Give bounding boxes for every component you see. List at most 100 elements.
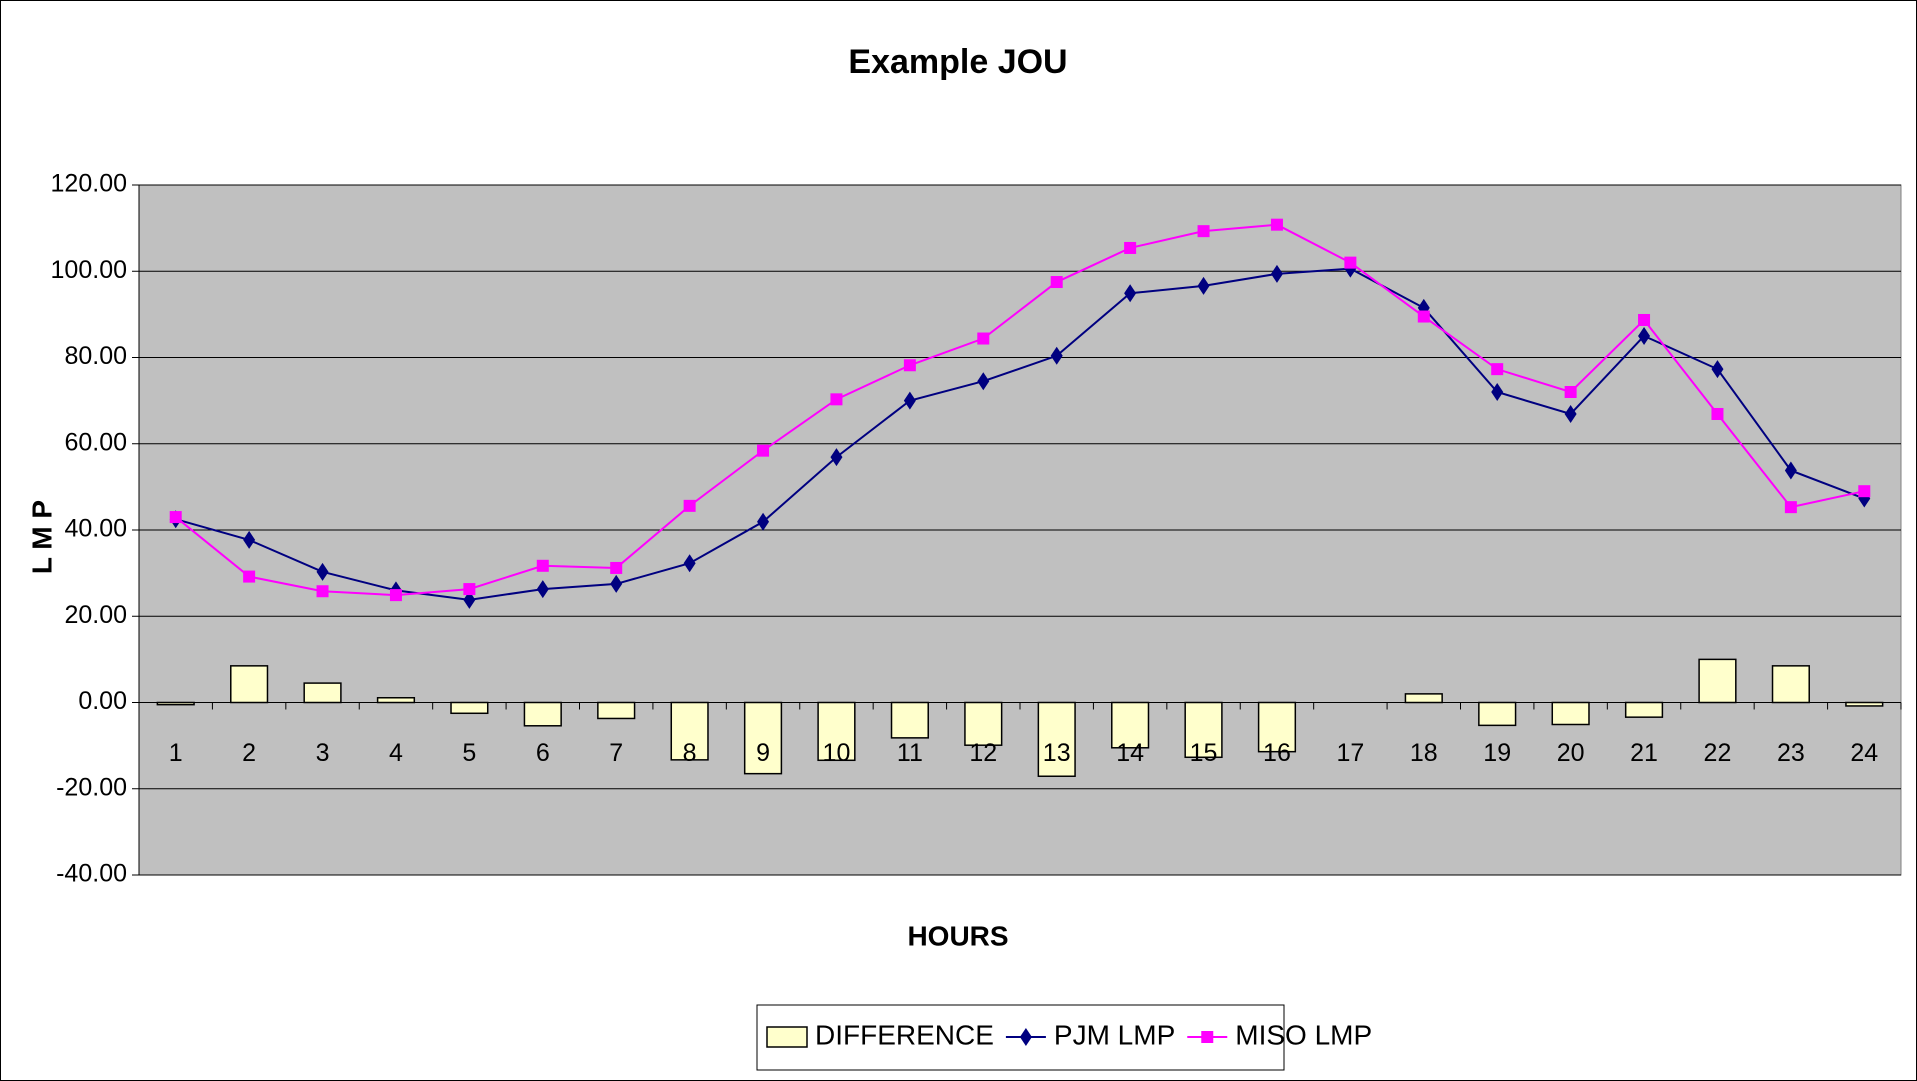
x-tick-label: 5 — [462, 739, 476, 767]
bar — [523, 701, 562, 727]
y-tick-label: 100.00 — [51, 256, 127, 284]
x-tick-label: 16 — [1263, 739, 1291, 767]
line-marker — [1638, 326, 1651, 345]
y-tick-label: -40.00 — [56, 860, 127, 888]
legend-label: PJM LMP — [1054, 1019, 1175, 1050]
line-marker — [903, 391, 916, 410]
bar — [1257, 701, 1297, 753]
x-tick-label: 6 — [536, 739, 550, 767]
line-marker — [243, 530, 256, 549]
line-marker — [1197, 225, 1210, 238]
x-tick-label: 4 — [389, 739, 403, 767]
bar — [303, 682, 342, 704]
x-tick-label: 9 — [756, 739, 770, 767]
line-marker — [757, 444, 770, 457]
bar — [1845, 701, 1884, 707]
y-tick-label: 120.00 — [51, 170, 127, 198]
line-marker — [977, 332, 990, 345]
bar — [743, 701, 783, 775]
legend-label: MISO LMP — [1235, 1019, 1372, 1050]
line-marker — [1270, 264, 1283, 283]
series-line — [175, 223, 1865, 597]
line-marker — [1344, 256, 1357, 269]
bar — [817, 701, 856, 762]
line-marker — [1858, 485, 1871, 498]
x-tick-label: 24 — [1850, 739, 1878, 767]
bar — [1624, 701, 1664, 718]
bar — [597, 701, 636, 720]
bar — [1404, 693, 1443, 704]
x-tick-label: 10 — [823, 739, 851, 767]
line-marker — [1124, 241, 1137, 254]
line-marker — [683, 499, 696, 512]
y-tick-label: 60.00 — [64, 428, 127, 456]
x-tick-label: 19 — [1483, 739, 1511, 767]
line-marker — [1050, 346, 1063, 365]
bar — [1111, 701, 1150, 749]
x-tick-label: 18 — [1410, 739, 1438, 767]
line-marker — [463, 583, 476, 596]
line-marker — [389, 589, 402, 602]
line-marker — [1417, 310, 1430, 323]
bar — [1698, 658, 1737, 704]
bar — [1478, 701, 1517, 727]
line-marker — [1784, 501, 1797, 514]
line-marker — [1711, 407, 1724, 420]
line-marker — [903, 359, 916, 372]
bar — [156, 701, 195, 706]
line-marker — [316, 585, 329, 598]
x-tick-label: 12 — [969, 739, 997, 767]
legend-marker — [1201, 1031, 1214, 1043]
y-tick-label: 0.00 — [78, 687, 127, 715]
line-marker — [463, 590, 476, 609]
legend-marker — [1019, 1028, 1032, 1046]
x-tick-label: 17 — [1336, 739, 1364, 767]
line-marker — [830, 448, 843, 467]
bar — [964, 701, 1003, 746]
line-marker — [1050, 276, 1063, 289]
line-marker — [1197, 276, 1210, 295]
line-marker — [536, 580, 549, 599]
line-marker — [1491, 363, 1504, 376]
x-tick-label: 22 — [1704, 739, 1732, 767]
line-marker — [757, 512, 770, 531]
y-tick-label: 80.00 — [64, 342, 127, 370]
line-marker — [1564, 386, 1577, 398]
x-tick-label: 13 — [1043, 739, 1071, 767]
series-line — [175, 267, 1865, 601]
line-marker — [1711, 360, 1724, 379]
x-tick-label: 20 — [1557, 739, 1585, 767]
bar — [450, 701, 489, 715]
line-marker — [243, 570, 256, 583]
x-tick-label: 15 — [1190, 739, 1218, 767]
line-marker — [169, 511, 182, 524]
line-marker — [977, 372, 990, 391]
legend-swatch — [766, 1026, 808, 1048]
x-tick-label: 23 — [1777, 739, 1805, 767]
y-tick-label: -20.00 — [56, 773, 127, 801]
bar — [1184, 701, 1223, 759]
bar — [890, 701, 929, 739]
x-tick-label: 2 — [242, 739, 256, 767]
x-tick-label: 1 — [169, 739, 183, 767]
line-marker — [1124, 284, 1137, 303]
line-marker — [830, 393, 843, 406]
line-marker — [316, 562, 329, 581]
line-marker — [610, 574, 623, 593]
bar — [1551, 701, 1590, 726]
x-tick-label: 21 — [1630, 739, 1658, 767]
line-marker — [683, 554, 696, 573]
legend-label: DIFFERENCE — [815, 1019, 994, 1050]
bar — [670, 701, 709, 761]
x-tick-label: 14 — [1116, 739, 1144, 767]
x-tick-label: 3 — [316, 739, 330, 767]
line-marker — [1564, 404, 1577, 423]
bar — [1771, 665, 1810, 704]
line-marker — [1270, 218, 1283, 231]
line-marker — [1638, 313, 1651, 326]
bar — [376, 697, 416, 704]
line-marker — [610, 561, 623, 574]
x-tick-label: 11 — [897, 739, 923, 767]
y-axis-label: L M P — [26, 500, 57, 574]
